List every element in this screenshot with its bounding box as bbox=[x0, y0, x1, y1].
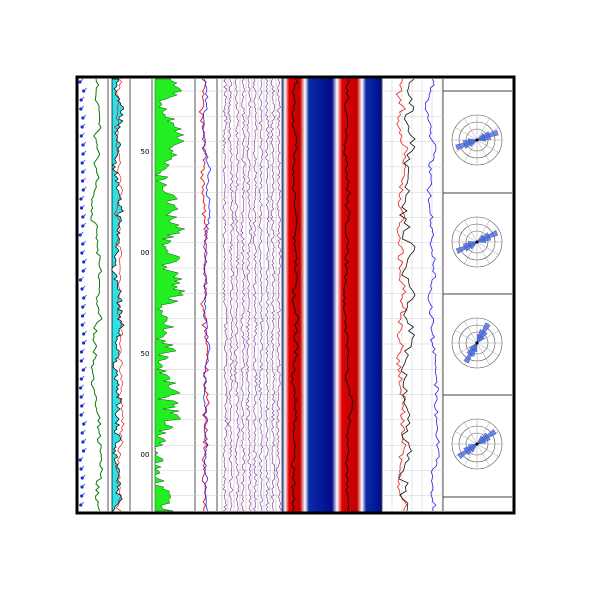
dip-tail bbox=[83, 420, 87, 425]
curve bbox=[90, 78, 104, 512]
dip-tail bbox=[80, 276, 84, 281]
dip-tail bbox=[83, 447, 87, 452]
waveform bbox=[258, 78, 264, 512]
waveform bbox=[265, 78, 270, 512]
dip-tail bbox=[81, 429, 86, 434]
dip-tail bbox=[80, 501, 85, 506]
dip-tail bbox=[81, 483, 86, 488]
dip-tail bbox=[80, 384, 84, 389]
waveform bbox=[270, 78, 276, 512]
rose-petal bbox=[467, 435, 487, 453]
waveform bbox=[222, 78, 228, 512]
dip-tail bbox=[82, 240, 86, 245]
waveform bbox=[275, 78, 282, 512]
frame bbox=[75, 75, 516, 515]
dip-tail bbox=[82, 177, 86, 182]
dip-tail bbox=[83, 258, 87, 263]
dip-tail bbox=[81, 492, 85, 497]
fill-area bbox=[154, 78, 187, 512]
fill-area bbox=[111, 78, 125, 512]
curve bbox=[424, 78, 440, 512]
depth-label: 50 bbox=[141, 350, 150, 358]
curve bbox=[198, 78, 210, 512]
depth-label: 00 bbox=[141, 249, 150, 257]
rose-center bbox=[475, 138, 479, 142]
curve bbox=[201, 78, 212, 512]
dip-tail bbox=[79, 231, 84, 236]
dip-tail bbox=[81, 249, 86, 254]
rose-center bbox=[475, 341, 479, 345]
dip-tail bbox=[82, 222, 87, 227]
dip-tail bbox=[82, 312, 86, 317]
dip-tail bbox=[79, 456, 84, 461]
waveform bbox=[245, 78, 252, 512]
depth-label: 00 bbox=[141, 451, 150, 459]
waveform bbox=[234, 78, 240, 512]
dip-tail bbox=[83, 330, 87, 335]
dip-tail bbox=[81, 132, 85, 137]
waveform bbox=[240, 78, 246, 512]
dip-tail bbox=[83, 186, 87, 191]
dip-tail bbox=[80, 195, 85, 200]
waveform bbox=[252, 78, 258, 512]
dip-tail bbox=[80, 105, 85, 110]
dip-tail bbox=[82, 321, 86, 326]
depth-label: 50 bbox=[141, 148, 150, 156]
dip-tail bbox=[81, 159, 86, 164]
dip-tail bbox=[80, 96, 85, 101]
rose-center bbox=[475, 442, 479, 446]
dip-tail bbox=[81, 348, 85, 353]
dip-tail bbox=[81, 402, 85, 407]
dip-tail bbox=[81, 285, 86, 290]
dip-tail bbox=[83, 294, 87, 299]
dip-tail bbox=[81, 474, 86, 479]
dip-tail bbox=[80, 393, 85, 398]
dip-tail bbox=[82, 141, 87, 146]
dip-tail bbox=[83, 366, 87, 371]
dip-tail bbox=[82, 213, 87, 218]
dip-tail bbox=[82, 150, 87, 155]
rose-center bbox=[475, 240, 479, 244]
dip-tail bbox=[83, 87, 87, 92]
dip-tail bbox=[81, 123, 86, 128]
dip-tail bbox=[82, 303, 87, 308]
rose-petal bbox=[468, 333, 486, 353]
curve bbox=[290, 78, 300, 512]
curve bbox=[113, 78, 125, 512]
dip-tail bbox=[83, 339, 87, 344]
dip-tail bbox=[80, 465, 85, 470]
curve bbox=[342, 78, 354, 512]
dip-tail bbox=[82, 114, 87, 119]
curve bbox=[398, 78, 416, 512]
dip-tail bbox=[80, 411, 85, 416]
dip-tail bbox=[81, 357, 85, 362]
tracks bbox=[78, 78, 512, 512]
dip-tail bbox=[82, 438, 87, 443]
dip-tail bbox=[81, 204, 85, 209]
dip-tail bbox=[81, 375, 85, 380]
dip-tail bbox=[79, 78, 84, 83]
dip-tail bbox=[82, 267, 87, 272]
image-track bbox=[282, 77, 382, 513]
waveform bbox=[227, 78, 235, 511]
dip-tail bbox=[82, 168, 86, 173]
